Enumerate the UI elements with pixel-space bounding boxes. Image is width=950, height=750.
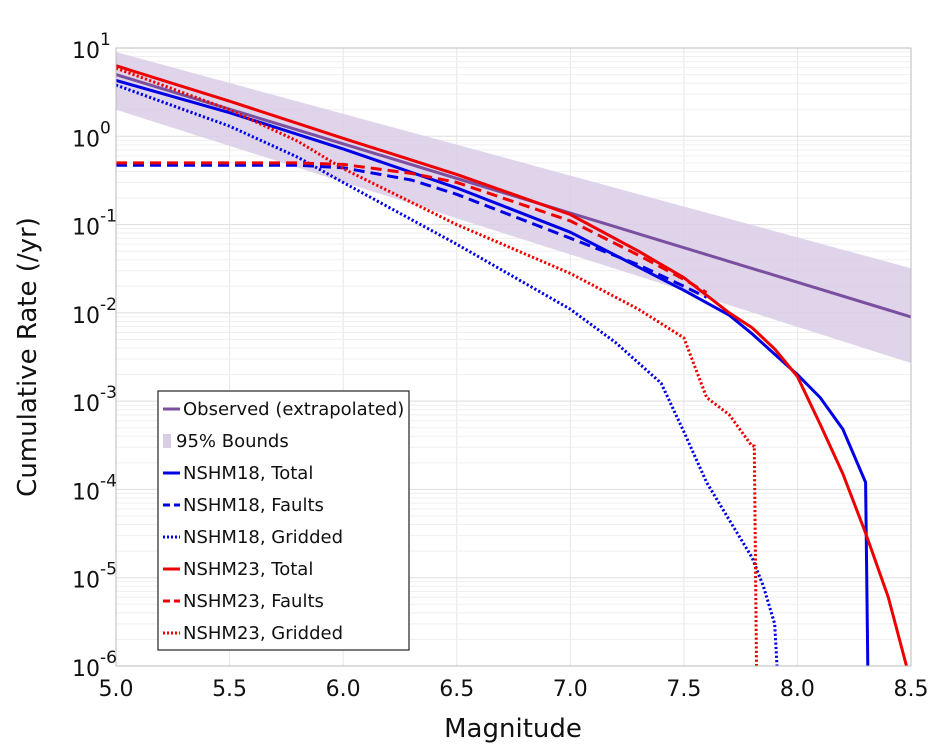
legend-label: NSHM23, Gridded <box>183 623 343 644</box>
legend-swatch-band <box>163 434 171 448</box>
legend-label: 95% Bounds <box>176 431 289 452</box>
x-axis-ticks: 5.0 5.5 6.0 6.5 7.0 7.5 8.0 8.5 <box>99 677 929 702</box>
series-layer <box>115 64 912 667</box>
series-line-2 <box>116 163 708 299</box>
legend-label: NSHM23, Faults <box>183 591 324 612</box>
y-tick-exponent: -3 <box>100 383 117 403</box>
y-tick-exponent: -6 <box>100 648 117 668</box>
x-tick-label: 5.0 <box>99 677 134 702</box>
y-tick-label: 10-5 <box>72 560 117 594</box>
series-line-3 <box>115 83 779 667</box>
y-tick-label: 10-3 <box>72 383 117 417</box>
y-axis-title: Cumulative Rate (/yr) <box>13 217 43 497</box>
y-axis-ticks: 101 100 10-1 10-2 10-3 10-4 10-5 1 0 -6 <box>72 30 117 682</box>
y-tick-exponent: -4 <box>100 471 117 491</box>
y-tick-label: 100 <box>72 118 111 152</box>
legend-label: NSHM18, Total <box>183 463 313 484</box>
legend: Observed (extrapolated) 95% Bounds NSHM18,… <box>157 390 410 651</box>
series-line-5 <box>116 161 708 294</box>
legend-label: NSHM23, Total <box>183 559 313 580</box>
x-tick-label: 6.5 <box>439 677 474 702</box>
plot-frame <box>115 47 912 667</box>
y-tick-label: 10-4 <box>72 471 117 505</box>
x-axis-title: Magnitude <box>444 714 582 744</box>
x-tick-label: 6.0 <box>326 677 361 702</box>
x-tick-label: 8.5 <box>894 677 929 702</box>
legend-label: NSHM18, Gridded <box>183 527 343 548</box>
y-tick-exponent: 0 <box>100 118 111 138</box>
y-tick-exponent: -5 <box>100 560 117 580</box>
x-tick-label: 8.0 <box>780 677 815 702</box>
y-tick-label: 101 <box>72 30 111 64</box>
y-tick-exponent: 1 <box>100 30 111 50</box>
x-tick-label: 7.0 <box>553 677 588 702</box>
y-tick-exponent: -1 <box>100 207 117 227</box>
x-tick-label: 5.5 <box>212 677 247 702</box>
legend-box <box>157 390 410 651</box>
x-tick-label: 7.5 <box>666 677 701 702</box>
y-tick-label: 10-1 <box>72 207 117 241</box>
y-tick-label: 10-2 <box>72 295 117 329</box>
legend-label: NSHM18, Faults <box>183 495 324 516</box>
y-tick-exponent: -2 <box>100 295 117 315</box>
series-line-1 <box>115 78 870 667</box>
legend-label: Observed (extrapolated) <box>183 399 404 420</box>
series-line-4 <box>115 64 908 667</box>
